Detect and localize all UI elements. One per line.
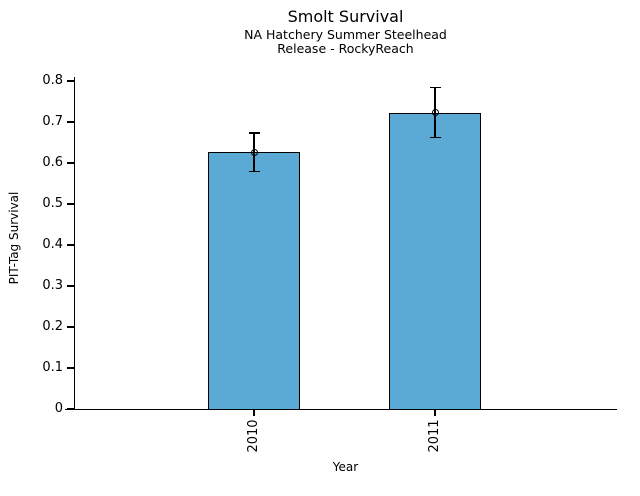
x-tick-label: 2010	[246, 419, 261, 453]
error-bar-cap-bottom-2011	[429, 136, 441, 139]
x-tick	[434, 410, 436, 417]
x-axis-spine	[65, 409, 617, 411]
y-tick	[67, 367, 74, 369]
y-tick-label: 0.6	[42, 155, 63, 170]
y-tick-label: 0	[54, 401, 63, 416]
error-bar-cap-top-2011	[429, 86, 441, 89]
mean-marker-2010	[250, 148, 258, 156]
y-tick-label: 0.7	[42, 114, 63, 129]
y-tick	[67, 121, 74, 123]
y-tick-label: 0.3	[42, 278, 63, 293]
y-tick-label: 0.4	[42, 237, 63, 252]
y-tick	[67, 285, 74, 287]
error-bar-cap-top-2010	[248, 132, 260, 134]
y-tick	[67, 80, 74, 82]
y-tick-label: 0.5	[42, 196, 63, 211]
y-tick	[67, 244, 74, 246]
mean-marker-2011	[431, 109, 439, 117]
y-tick-label: 0.2	[42, 319, 63, 334]
y-tick	[67, 408, 74, 410]
chart-title: Smolt Survival	[287, 7, 404, 26]
chart-subtitle-line1: NA Hatchery Summer Steelhead	[244, 27, 447, 42]
y-tick-label: 0.8	[42, 73, 63, 88]
x-tick	[253, 410, 255, 417]
error-bar-cap-bottom-2010	[248, 170, 260, 173]
bar-2011	[389, 112, 481, 411]
plot-area: 0 0.1 0.2 0.3 0.4 0.5 0.6 0.7 0.8 2010 2011	[42, 73, 617, 453]
figure: Smolt Survival NA Hatchery Summer Steelh…	[7, 7, 617, 474]
x-tick-label: 2011	[427, 419, 442, 453]
y-tick	[67, 162, 74, 164]
chart-subtitle-line2: Release - RockyReach	[277, 41, 414, 56]
y-tick	[67, 203, 74, 205]
y-tick-label: 0.1	[42, 360, 63, 375]
bar-2010	[208, 152, 300, 411]
y-tick	[67, 326, 74, 328]
y-axis-spine	[74, 77, 76, 411]
x-axis-label: Year	[332, 460, 359, 474]
